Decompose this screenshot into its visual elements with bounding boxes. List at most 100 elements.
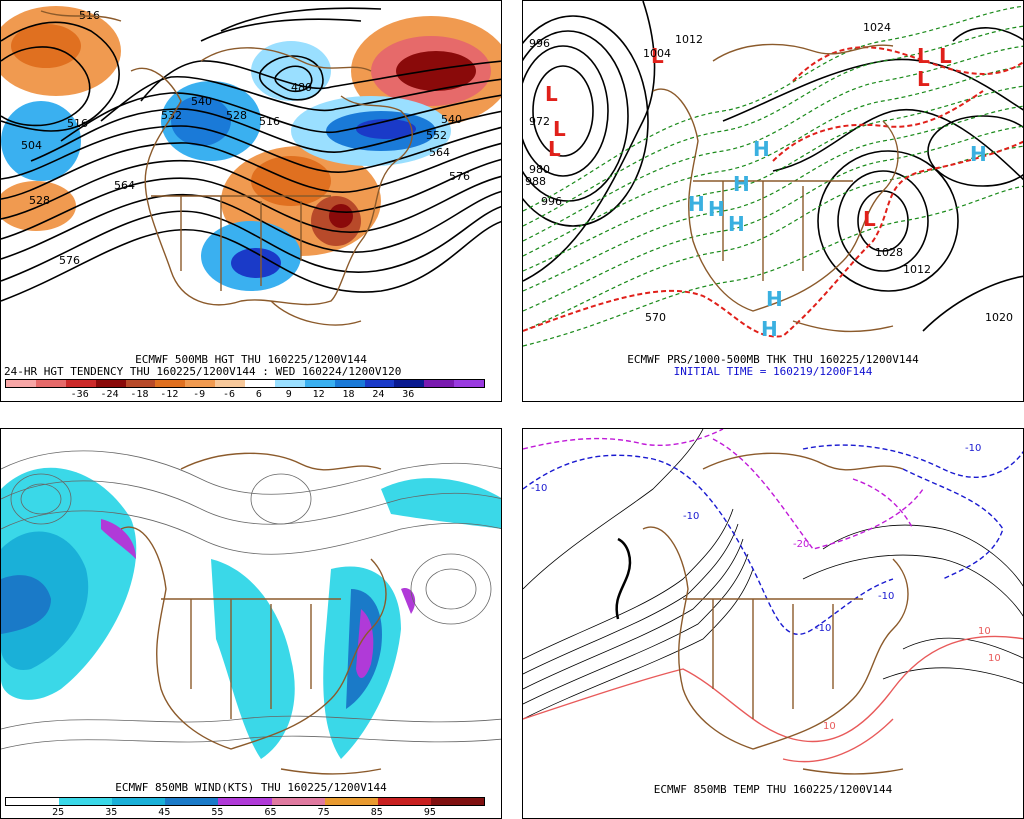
- pressure-label: 996: [529, 37, 550, 50]
- caption-title: ECMWF 500MB HGT THU 160225/1200V144: [135, 353, 367, 366]
- map-500mb: 516 504 516 532 540 528 516 480 552 564 …: [1, 6, 501, 326]
- contour-label: 540: [191, 95, 212, 108]
- colorbar-tick-label: 36: [402, 389, 415, 400]
- temp-label: -10: [683, 511, 699, 522]
- colorbar-tick-label: 75: [317, 807, 330, 818]
- low-symbol: L: [553, 117, 566, 141]
- pressure-label: 1012: [675, 33, 703, 46]
- colorbar-tick-label: 45: [158, 807, 171, 818]
- colorbar-swatch: [424, 380, 455, 387]
- low-symbol: L: [939, 44, 952, 68]
- tendency-shading: [1, 6, 501, 291]
- high-symbol: H: [753, 137, 770, 161]
- low-symbol: L: [548, 137, 561, 161]
- colorbar-swatch: [218, 798, 272, 805]
- low-symbol: L: [545, 82, 558, 106]
- colorbar-ticks: 25 35 45 55 65 75 85 95: [1, 807, 501, 818]
- high-symbol: H: [708, 197, 725, 221]
- temp-label: 10: [988, 653, 1001, 664]
- low-symbol: L: [917, 67, 930, 91]
- caption-title: ECMWF 850MB TEMP THU 160225/1200V144: [653, 783, 893, 796]
- pressure-labels: 996 972 980 988 996 1004 1012 1020 1012 …: [525, 21, 1013, 324]
- colorbar-swatch: [155, 380, 186, 387]
- contour-label: 576: [449, 170, 470, 183]
- high-symbol: H: [766, 287, 783, 311]
- temp-label: 10: [823, 721, 836, 732]
- temp-contours-magenta: [523, 429, 924, 550]
- contour-label: 540: [441, 113, 462, 126]
- colorbar-swatch: [6, 798, 60, 805]
- high-symbol: H: [688, 192, 705, 216]
- colorbar-swatch: [430, 798, 484, 805]
- colorbar-tick-label: 9: [285, 389, 292, 400]
- colorbar-swatch: [6, 380, 36, 387]
- coastlines: [652, 43, 899, 333]
- caption-title: ECMWF 850MB WIND(KTS) THU 160225/1200V14…: [115, 781, 387, 794]
- colorbar-swatch: [165, 798, 219, 805]
- colorbar-swatch: [324, 798, 378, 805]
- colorbar-swatch: [245, 380, 275, 387]
- zero-line: [615, 537, 632, 620]
- high-symbol: H: [728, 212, 745, 236]
- colorbar-tick-label: 55: [211, 807, 224, 818]
- high-symbol: H: [761, 317, 778, 341]
- colorbar-tick-label: 18: [342, 389, 355, 400]
- low-symbol: L: [917, 44, 930, 68]
- colorbar-tick-label: -18: [130, 389, 149, 400]
- coastlines: [40, 10, 413, 326]
- pressure-label: 1020: [985, 311, 1013, 324]
- colorbar-swatch: [35, 380, 66, 387]
- colorbar-tick-label: -36: [70, 389, 89, 400]
- low-symbol: L: [651, 44, 664, 68]
- colorbar-ticks: -36 -24 -18 -12 -9 -6 6 9 12 18 24 36: [1, 389, 501, 401]
- colorbar-swatch: [304, 380, 335, 387]
- pressure-label: 972: [529, 115, 550, 128]
- temp-label: -20: [793, 539, 809, 550]
- contour-label: 528: [226, 109, 247, 122]
- pressure-label: 1028: [875, 246, 903, 259]
- colorbar-tick-label: 85: [370, 807, 383, 818]
- coastlines: [642, 452, 909, 775]
- colorbar-swatch: [59, 798, 113, 805]
- high-symbol: H: [733, 172, 750, 196]
- height-labels: 516 504 516 532 540 528 516 480 552 564 …: [21, 9, 470, 267]
- colorbar-tick-label: -12: [160, 389, 179, 400]
- colorbar-tick-label: 95: [423, 807, 436, 818]
- caption-title: ECMWF PRS/1000-500MB THK THU 160225/1200…: [627, 353, 919, 366]
- contour-label: 480: [291, 81, 312, 94]
- colorbar-swatch: [65, 380, 96, 387]
- temp-label: -10: [531, 483, 547, 494]
- colorbar-swatch: [364, 380, 395, 387]
- thickness-red: [523, 46, 1023, 338]
- temp-label: -10: [815, 623, 831, 634]
- colorbar-swatch: [334, 380, 365, 387]
- temp-label: -10: [965, 443, 981, 454]
- colorbar-tick-label: 24: [372, 389, 385, 400]
- contour-label: 516: [259, 115, 280, 128]
- colorbar-swatch: [215, 380, 245, 387]
- contour-label: 552: [426, 129, 447, 142]
- contour-label: 564: [429, 146, 450, 159]
- contour-label: 516: [67, 117, 88, 130]
- map-pressure: L L L L L L L L H H H H H H H H 996 972 …: [523, 1, 1023, 347]
- colorbar-swatch: [274, 380, 305, 387]
- colorbar-swatch: [95, 380, 126, 387]
- colorbar-tick-label: 6: [255, 389, 262, 400]
- colorbar-wind: [5, 797, 485, 806]
- pressure-label: 1012: [903, 263, 931, 276]
- colorbar-swatch: [394, 380, 425, 387]
- temp-labels: -10 -20 -10 -10 -10 -10 10 10 10: [531, 443, 1001, 732]
- pressure-label: 988: [525, 175, 546, 188]
- panel-pressure-thickness: L L L L L L L L H H H H H H H H 996 972 …: [522, 0, 1024, 402]
- thickness-label: 570: [645, 311, 666, 324]
- panel-850mb-temp: -10 -20 -10 -10 -10 -10 10 10 10 ECMWF 8…: [522, 428, 1024, 819]
- streamlines: [1, 450, 501, 750]
- colorbar-tick-label: -9: [193, 389, 206, 400]
- height-contours: [1, 7, 501, 302]
- low-symbol: L: [863, 207, 876, 231]
- panel-500mb-height: 516 504 516 532 540 528 516 480 552 564 …: [0, 0, 502, 402]
- caption-init-time: INITIAL TIME = 160219/1200F144: [673, 365, 873, 378]
- temp-contours-black: [523, 429, 1023, 720]
- map-850-wind: [1, 450, 501, 775]
- wind-shading: [1, 467, 501, 759]
